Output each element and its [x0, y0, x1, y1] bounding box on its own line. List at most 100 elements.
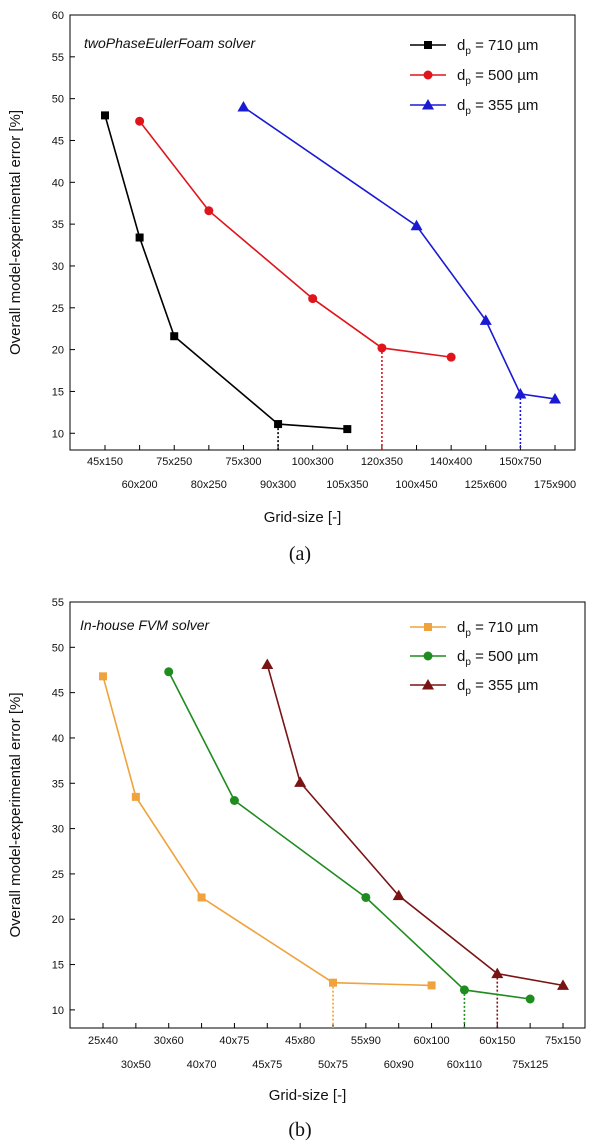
y-axis-title: Overall model-experimental error [%] [7, 110, 24, 355]
x-tick-label: 30x50 [121, 1059, 151, 1071]
legend-label: dp = 355 µm [457, 97, 538, 117]
plot-title: twoPhaseEulerFoam solver [84, 35, 257, 51]
series-line [168, 671, 531, 1000]
y-tick-label: 40 [52, 177, 64, 189]
series-line [102, 676, 432, 987]
y-tick-label: 40 [52, 733, 64, 745]
series-line [138, 120, 452, 358]
series-marker [308, 294, 318, 304]
series-marker [392, 889, 405, 901]
legend-marker [424, 623, 432, 631]
y-tick-label: 50 [52, 94, 64, 106]
legend-marker [423, 651, 433, 661]
x-tick-label: 80x250 [191, 479, 227, 491]
y-tick-label: 25 [52, 303, 64, 315]
legend-value: = 355 µm [471, 97, 538, 114]
series-marker [229, 795, 239, 805]
legend-value: = 710 µm [471, 619, 538, 636]
x-tick-label: 140x400 [430, 456, 472, 468]
x-tick-label: 75x150 [545, 1035, 581, 1047]
series-marker [343, 425, 352, 434]
legend-label: dp = 710 µm [457, 37, 538, 57]
x-tick-label: 60x110 [447, 1059, 482, 1071]
x-axis-title: Grid-size [-] [269, 1087, 347, 1104]
legend-symbol: d [457, 37, 465, 54]
y-tick-label: 55 [52, 52, 64, 64]
legend-label: dp = 355 µm [457, 677, 538, 697]
series-marker [197, 893, 206, 902]
series-marker [377, 343, 387, 353]
series-line [243, 106, 556, 400]
legend-value: = 500 µm [471, 67, 538, 84]
series-marker [427, 981, 436, 990]
legend-subscript: p [465, 46, 471, 57]
plot-frame [69, 14, 576, 451]
legend-value: = 500 µm [471, 648, 538, 665]
series-marker [99, 672, 107, 681]
series-marker [557, 979, 569, 990]
x-tick-label: 25x40 [88, 1035, 118, 1047]
panel-caption: (a) [289, 543, 311, 565]
x-tick-label: 150x750 [499, 456, 541, 468]
legend-marker [422, 99, 434, 110]
x-tick-label: 45x75 [252, 1059, 282, 1071]
y-tick-label: 10 [52, 428, 64, 440]
series-marker [274, 420, 283, 429]
legend-symbol: d [457, 677, 465, 694]
y-tick-label: 30 [52, 261, 64, 273]
x-tick-label: 105x350 [326, 479, 368, 491]
legend-subscript: p [465, 106, 471, 117]
series-marker [514, 387, 527, 399]
series-marker [446, 352, 456, 362]
x-tick-label: 60x100 [414, 1035, 450, 1047]
y-tick-label: 10 [52, 1005, 64, 1017]
y-tick-label: 15 [52, 960, 64, 972]
legend-value: = 710 µm [471, 37, 538, 54]
legend-symbol: d [457, 619, 465, 636]
x-tick-label: 75x300 [225, 456, 261, 468]
y-tick-label: 30 [52, 824, 64, 836]
series-marker [135, 116, 145, 126]
x-tick-label: 90x300 [260, 479, 296, 491]
legend-label: dp = 500 µm [457, 648, 538, 668]
legend-marker [422, 679, 434, 690]
series-marker [101, 111, 109, 120]
panel-a: 10 15 20 25 30 35 40 45 50 55 60 45x150 60x200 75x250… [7, 10, 576, 565]
panel-caption: (b) [288, 1119, 311, 1141]
series-marker [237, 101, 250, 112]
series-line [104, 115, 348, 430]
series-marker [329, 978, 337, 987]
series-marker [410, 219, 423, 231]
series-marker [525, 994, 535, 1004]
y-tick-label: 35 [52, 219, 64, 231]
panel-b: 10 15 20 25 30 35 40 45 50 55 25x4030x5030x6040x70… [7, 597, 586, 1141]
series-marker [164, 667, 174, 677]
x-tick-label: 60x200 [122, 479, 158, 491]
series-marker [294, 776, 307, 787]
x-tick-label: 30x60 [154, 1035, 184, 1047]
y-tick-label: 60 [52, 10, 64, 22]
series-marker [261, 658, 274, 670]
legend-symbol: d [457, 97, 465, 114]
x-tick-label: 40x70 [187, 1059, 217, 1071]
x-tick-label: 125x600 [465, 479, 507, 491]
plot-frame [69, 601, 586, 1029]
series-marker [204, 206, 214, 216]
legend-marker [424, 41, 432, 49]
y-tick-label: 20 [52, 345, 64, 357]
legend-value: = 355 µm [471, 677, 538, 694]
series-marker [135, 233, 144, 242]
y-tick-label: 35 [52, 778, 64, 790]
y-tick-label: 25 [52, 869, 64, 881]
x-tick-label: 60x90 [384, 1059, 414, 1071]
y-tick-label: 15 [52, 386, 64, 398]
x-tick-label: 100x450 [395, 479, 437, 491]
series-marker [549, 392, 561, 404]
series-marker [131, 792, 140, 801]
series-marker [361, 892, 371, 902]
series-marker [459, 985, 469, 995]
x-tick-label: 45x150 [87, 456, 123, 468]
x-tick-label: 60x150 [479, 1035, 515, 1047]
plot-title: In-house FVM solver [80, 617, 210, 633]
